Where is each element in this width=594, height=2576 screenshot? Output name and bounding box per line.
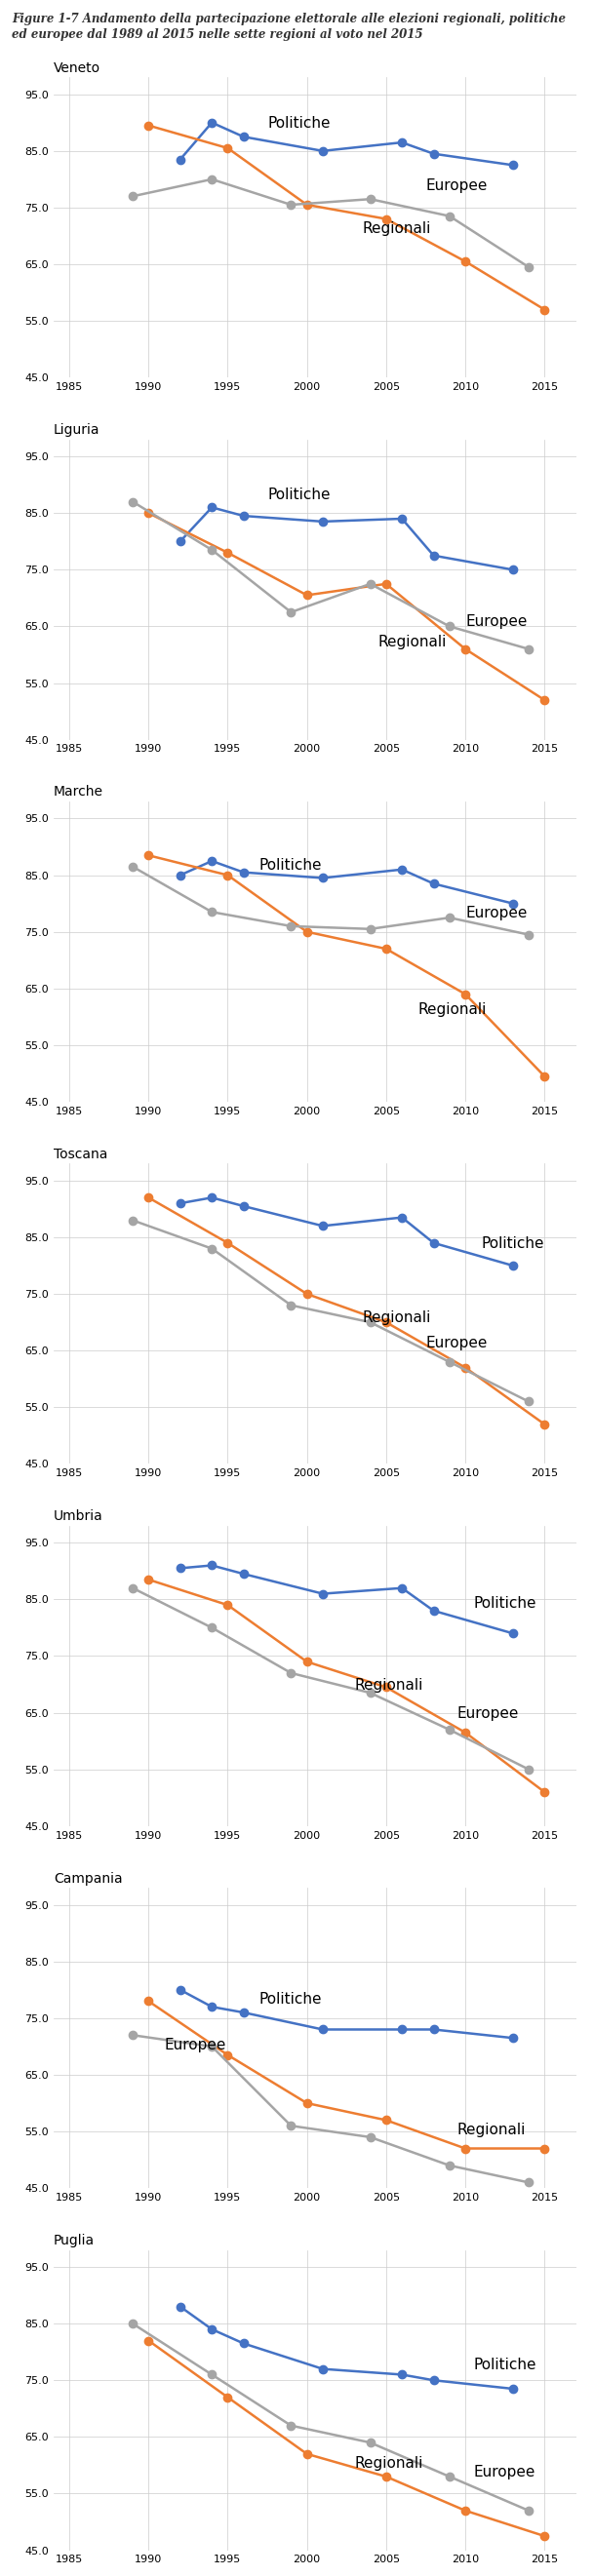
Text: Regionali: Regionali xyxy=(355,1677,423,1692)
Text: Politiche: Politiche xyxy=(481,1236,544,1252)
Text: Europee: Europee xyxy=(465,616,527,629)
Text: Puglia: Puglia xyxy=(53,2233,94,2246)
Text: Regionali: Regionali xyxy=(362,1311,431,1324)
Text: Europee: Europee xyxy=(473,2465,535,2481)
Text: Politiche: Politiche xyxy=(473,2357,536,2372)
Text: Regionali: Regionali xyxy=(362,222,431,237)
Text: Regionali: Regionali xyxy=(457,2123,526,2138)
Text: Toscana: Toscana xyxy=(53,1146,108,1162)
Text: Europee: Europee xyxy=(165,2038,226,2053)
Text: Politiche: Politiche xyxy=(473,1597,536,1610)
Text: Politiche: Politiche xyxy=(260,858,323,873)
Text: Regionali: Regionali xyxy=(378,634,447,649)
Text: Veneto: Veneto xyxy=(53,62,100,75)
Text: Europee: Europee xyxy=(426,178,488,193)
Text: Europee: Europee xyxy=(457,1705,519,1721)
Text: Umbria: Umbria xyxy=(53,1510,103,1522)
Text: Politiche: Politiche xyxy=(260,1991,323,2007)
Text: ed europee dal 1989 al 2015 nelle sette regioni al voto nel 2015: ed europee dal 1989 al 2015 nelle sette … xyxy=(12,28,423,41)
Text: Liguria: Liguria xyxy=(53,422,100,438)
Text: Politiche: Politiche xyxy=(267,487,330,502)
Text: Campania: Campania xyxy=(53,1873,122,1886)
Text: Europee: Europee xyxy=(465,907,527,920)
Text: Politiche: Politiche xyxy=(267,116,330,131)
Text: Figure 1-7 Andamento della partecipazione elettorale alle elezioni regionali, po: Figure 1-7 Andamento della partecipazion… xyxy=(12,13,566,26)
Text: Europee: Europee xyxy=(426,1337,488,1350)
Text: Regionali: Regionali xyxy=(418,1002,486,1018)
Text: Marche: Marche xyxy=(53,786,103,799)
Text: Regionali: Regionali xyxy=(355,2458,423,2470)
